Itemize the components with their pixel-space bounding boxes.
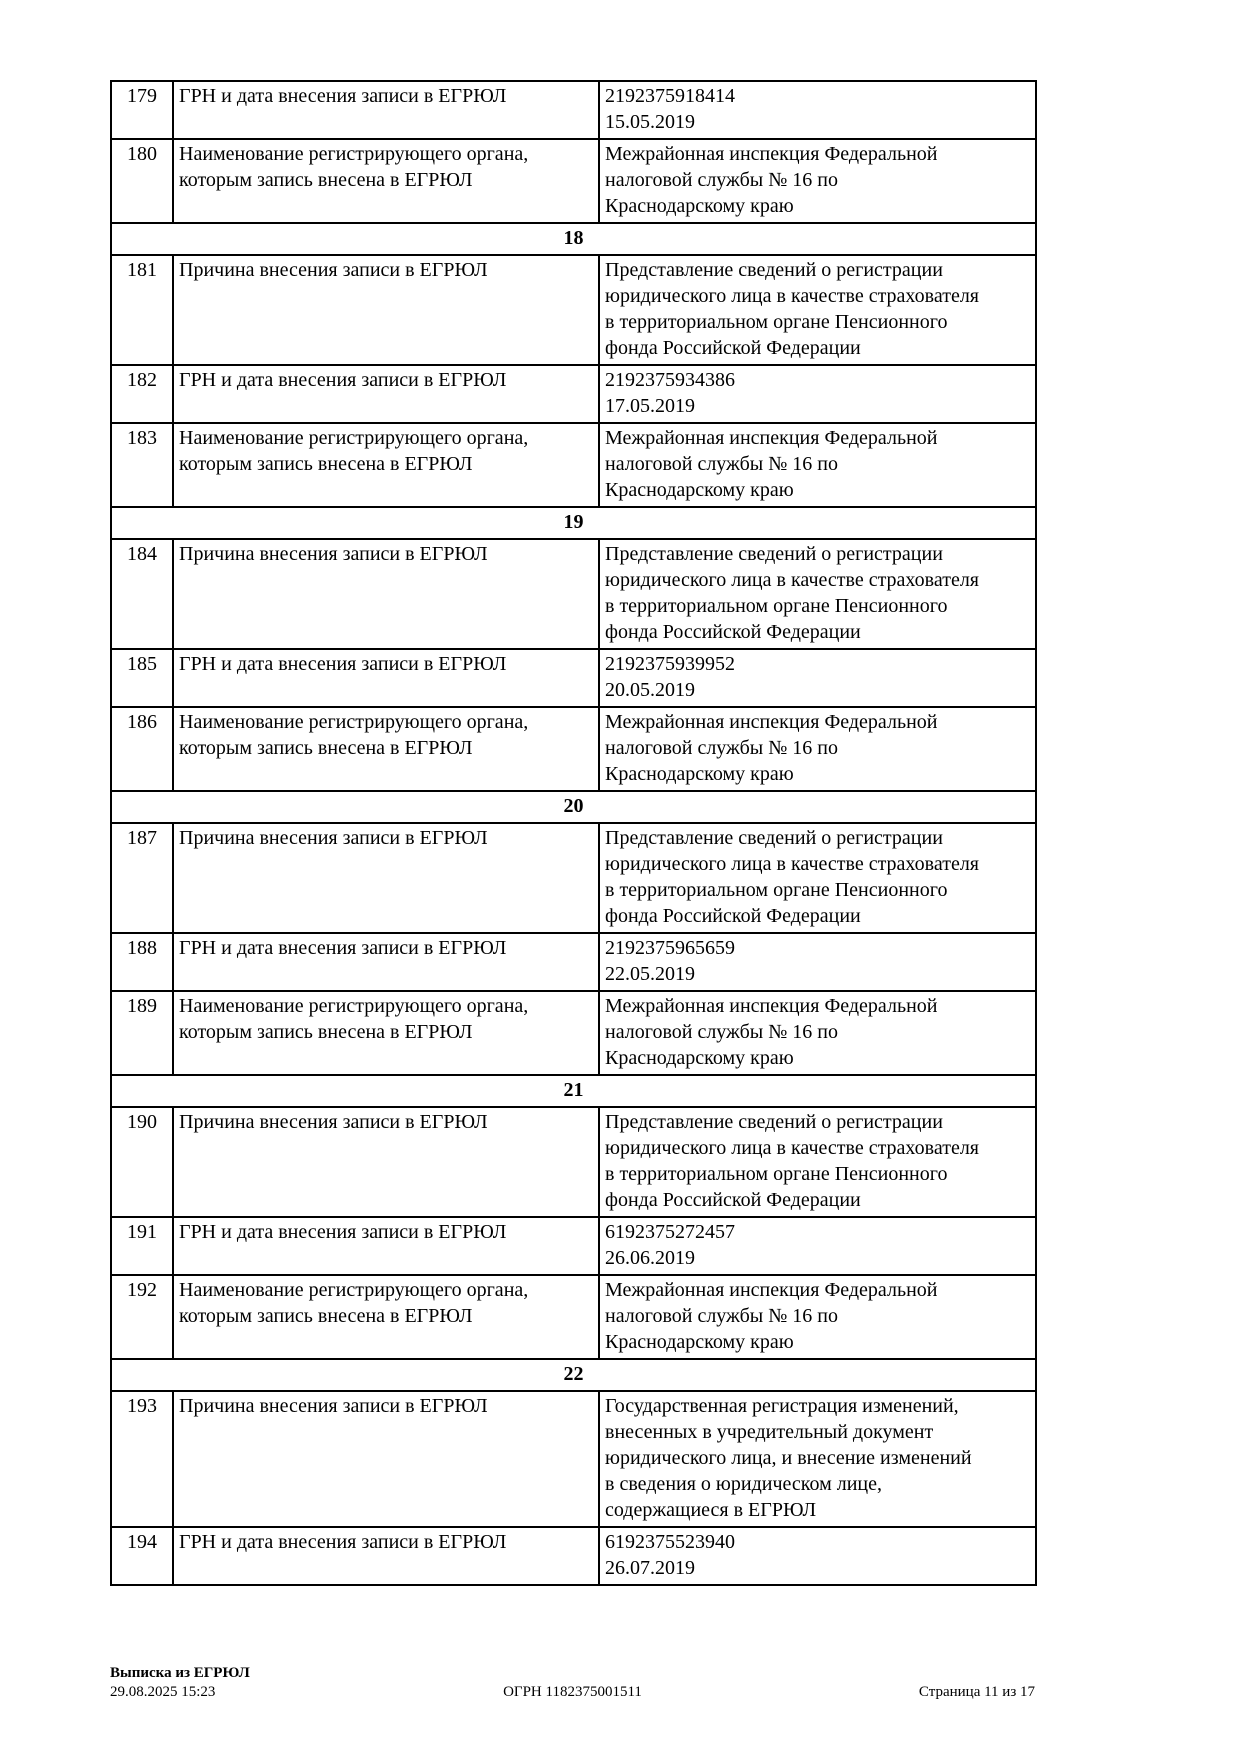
field-label-cell: Наименование регистрирующего органа, кот… [172, 138, 600, 224]
table-row: 183 Наименование регистрирующего органа, … [110, 422, 1037, 508]
row-number-cell: 181 [110, 254, 174, 366]
row-number-cell: 189 [110, 990, 174, 1076]
field-label-cell: ГРН и дата внесения записи в ЕГРЮЛ [172, 932, 600, 992]
field-label-cell: ГРН и дата внесения записи в ЕГРЮЛ [172, 1526, 600, 1586]
section-number: 19 [110, 506, 1037, 540]
field-value-cell: 6192375272457 26.06.2019 [598, 1216, 1037, 1276]
field-value-cell: 2192375965659 22.05.2019 [598, 932, 1037, 992]
field-label-cell: Причина внесения записи в ЕГРЮЛ [172, 1106, 600, 1218]
table-row: 193 Причина внесения записи в ЕГРЮЛ Госуда… [110, 1390, 1037, 1528]
table-row: 189 Наименование регистрирующего органа, … [110, 990, 1037, 1076]
extract-datetime: 29.08.2025 15:23 [110, 1684, 216, 1700]
egrul-table-body: 179 ГРН и дата внесения записи в ЕГРЮЛ 219… [110, 80, 1037, 1586]
doc-type-label: Выписка из ЕГРЮЛ [110, 1665, 250, 1681]
row-number-cell: 188 [110, 932, 174, 992]
row-number-cell: 193 [110, 1390, 174, 1528]
section-number: 20 [110, 790, 1037, 824]
section-row: 18 [110, 222, 1037, 256]
row-number-cell: 186 [110, 706, 174, 792]
section-row: 22 [110, 1358, 1037, 1392]
row-number-cell: 182 [110, 364, 174, 424]
row-number-cell: 184 [110, 538, 174, 650]
field-label-cell: Наименование регистрирующего органа, кот… [172, 1274, 600, 1360]
row-number-cell: 187 [110, 822, 174, 934]
table-row: 190 Причина внесения записи в ЕГРЮЛ Предст… [110, 1106, 1037, 1218]
field-value-cell: Межрайонная инспекция Федеральной налого… [598, 138, 1037, 224]
table-row: 180 Наименование регистрирующего органа, … [110, 138, 1037, 224]
table-row: 179 ГРН и дата внесения записи в ЕГРЮЛ 219… [110, 80, 1037, 140]
row-number-cell: 191 [110, 1216, 174, 1276]
section-row: 21 [110, 1074, 1037, 1108]
section-number: 21 [110, 1074, 1037, 1108]
table-row: 182 ГРН и дата внесения записи в ЕГРЮЛ 219… [110, 364, 1037, 424]
field-value-cell: Межрайонная инспекция Федеральной налого… [598, 706, 1037, 792]
table-row: 188 ГРН и дата внесения записи в ЕГРЮЛ 219… [110, 932, 1037, 992]
section-number: 22 [110, 1358, 1037, 1392]
footer-left-block: Выписка из ЕГРЮЛ 29.08.2025 15:23 [110, 1664, 250, 1702]
field-label-cell: ГРН и дата внесения записи в ЕГРЮЛ [172, 364, 600, 424]
field-label-cell: Наименование регистрирующего органа, кот… [172, 706, 600, 792]
page-footer: Выписка из ЕГРЮЛ 29.08.2025 15:23 ОГРН 1… [110, 1664, 1035, 1702]
table-row: 192 Наименование регистрирующего органа, … [110, 1274, 1037, 1360]
table-row: 187 Причина внесения записи в ЕГРЮЛ Предст… [110, 822, 1037, 934]
field-label-cell: ГРН и дата внесения записи в ЕГРЮЛ [172, 648, 600, 708]
field-label-cell: Причина внесения записи в ЕГРЮЛ [172, 1390, 600, 1528]
table-row: 181 Причина внесения записи в ЕГРЮЛ Предст… [110, 254, 1037, 366]
field-value-cell: 2192375939952 20.05.2019 [598, 648, 1037, 708]
row-number-cell: 194 [110, 1526, 174, 1586]
row-number-cell: 185 [110, 648, 174, 708]
field-label-cell: Наименование регистрирующего органа, кот… [172, 990, 600, 1076]
section-row: 19 [110, 506, 1037, 540]
field-value-cell: Представление сведений о регистрации юри… [598, 254, 1037, 366]
row-number-cell: 180 [110, 138, 174, 224]
egrul-records-table: 179 ГРН и дата внесения записи в ЕГРЮЛ 219… [110, 80, 1037, 1586]
field-value-cell: Межрайонная инспекция Федеральной налого… [598, 1274, 1037, 1360]
row-number-cell: 183 [110, 422, 174, 508]
field-value-cell: Представление сведений о регистрации юри… [598, 538, 1037, 650]
field-value-cell: 2192375918414 15.05.2019 [598, 80, 1037, 140]
field-label-cell: ГРН и дата внесения записи в ЕГРЮЛ [172, 1216, 600, 1276]
row-number-cell: 190 [110, 1106, 174, 1218]
field-label-cell: ГРН и дата внесения записи в ЕГРЮЛ [172, 80, 600, 140]
table-row: 184 Причина внесения записи в ЕГРЮЛ Предст… [110, 538, 1037, 650]
field-label-cell: Наименование регистрирующего органа, кот… [172, 422, 600, 508]
field-value-cell: 6192375523940 26.07.2019 [598, 1526, 1037, 1586]
field-label-cell: Причина внесения записи в ЕГРЮЛ [172, 538, 600, 650]
row-number-cell: 192 [110, 1274, 174, 1360]
page-indicator: Страница 11 из 17 [918, 1684, 1035, 1700]
section-number: 18 [110, 222, 1037, 256]
field-value-cell: Государственная регистрация изменений, в… [598, 1390, 1037, 1528]
field-value-cell: Представление сведений о регистрации юри… [598, 1106, 1037, 1218]
section-row: 20 [110, 790, 1037, 824]
field-value-cell: Представление сведений о регистрации юри… [598, 822, 1037, 934]
row-number-cell: 179 [110, 80, 174, 140]
field-label-cell: Причина внесения записи в ЕГРЮЛ [172, 822, 600, 934]
field-value-cell: Межрайонная инспекция Федеральной налого… [598, 422, 1037, 508]
table-row: 186 Наименование регистрирующего органа, … [110, 706, 1037, 792]
table-row: 185 ГРН и дата внесения записи в ЕГРЮЛ 219… [110, 648, 1037, 708]
ogrn-label: ОГРН 1182375001511 [503, 1684, 642, 1700]
field-value-cell: Межрайонная инспекция Федеральной налого… [598, 990, 1037, 1076]
field-value-cell: 2192375934386 17.05.2019 [598, 364, 1037, 424]
field-label-cell: Причина внесения записи в ЕГРЮЛ [172, 254, 600, 366]
table-row: 194 ГРН и дата внесения записи в ЕГРЮЛ 619… [110, 1526, 1037, 1586]
table-row: 191 ГРН и дата внесения записи в ЕГРЮЛ 619… [110, 1216, 1037, 1276]
